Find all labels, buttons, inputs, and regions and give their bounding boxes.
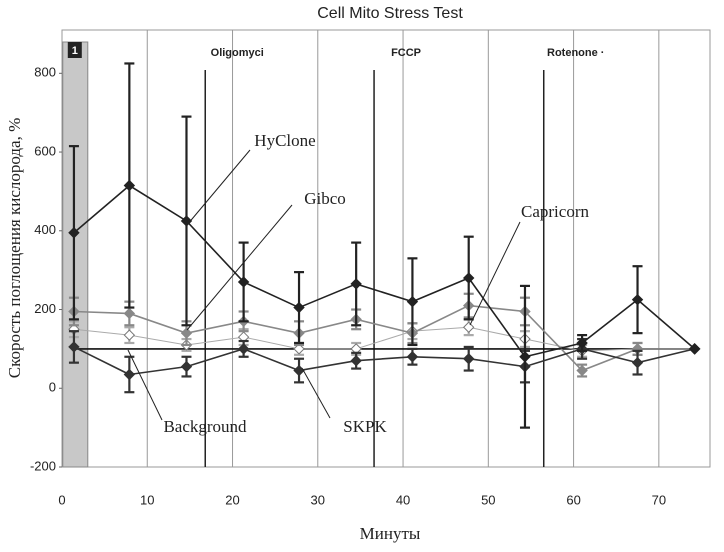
series-line — [73, 326, 695, 352]
x-tick-label: 20 — [225, 492, 239, 507]
series-line — [73, 346, 695, 376]
marker — [519, 351, 531, 363]
marker — [293, 301, 305, 314]
injection-band — [62, 41, 89, 468]
marker — [180, 327, 193, 339]
marker — [123, 368, 136, 381]
marker — [293, 343, 305, 355]
marker — [237, 343, 250, 355]
marker — [123, 329, 136, 341]
y-tick-label: 600 — [34, 143, 56, 158]
marker — [462, 272, 475, 284]
x-tick-label: 30 — [311, 492, 325, 507]
chart-title: Cell Mito Stress Test — [317, 5, 463, 22]
marker — [406, 295, 419, 308]
annotation-leader — [127, 349, 163, 421]
marker — [293, 364, 305, 377]
y-tick-label: 200 — [34, 301, 56, 316]
y-axis-label: Скорость поглощения кислорода, % — [5, 118, 24, 378]
marker — [576, 337, 588, 349]
annotation-leader — [186, 149, 251, 226]
y-tick-label: 800 — [34, 65, 56, 80]
x-tick-label: 60 — [566, 492, 580, 507]
marker — [180, 360, 193, 373]
marker — [631, 293, 644, 306]
annotation: Gibco — [304, 189, 346, 208]
y-tick-label: -200 — [30, 458, 56, 473]
marker — [350, 278, 362, 290]
x-axis-label: Минуты — [360, 524, 421, 543]
series-line — [73, 184, 696, 358]
series-line — [73, 304, 695, 372]
marker — [462, 353, 475, 365]
injection-label: Rotenone · — [547, 47, 604, 59]
injection-label: Oligomyci — [211, 47, 264, 59]
marker — [350, 354, 362, 367]
marker — [406, 351, 419, 363]
x-tick-label: 50 — [481, 492, 495, 507]
x-tick-label: 10 — [140, 492, 154, 507]
marker — [123, 307, 136, 320]
marker — [68, 341, 80, 353]
marker — [576, 364, 588, 377]
y-tick-label: 0 — [49, 380, 56, 395]
injection-label: FCCP — [391, 47, 421, 59]
marker — [68, 227, 80, 239]
x-tick-label: 70 — [652, 492, 666, 507]
annotation-leader — [301, 367, 331, 419]
annotation: Background — [163, 417, 247, 436]
y-tick-label: 400 — [34, 222, 56, 237]
annotation-leader — [186, 204, 293, 331]
marker — [688, 343, 701, 355]
annotation: HyClone — [254, 131, 315, 150]
annotation: Capricorn — [521, 202, 589, 221]
annotation: SKPK — [343, 417, 387, 436]
injection-badge — [67, 42, 82, 58]
plot-frame — [61, 29, 711, 468]
marker — [631, 356, 644, 369]
annotation-leader — [469, 221, 521, 326]
x-tick-label: 0 — [58, 492, 65, 507]
x-tick-label: 40 — [396, 492, 410, 507]
marker — [462, 321, 475, 333]
marker — [123, 179, 136, 192]
marker — [237, 276, 250, 288]
injection-label: 1 — [72, 45, 78, 57]
marker — [180, 215, 193, 227]
